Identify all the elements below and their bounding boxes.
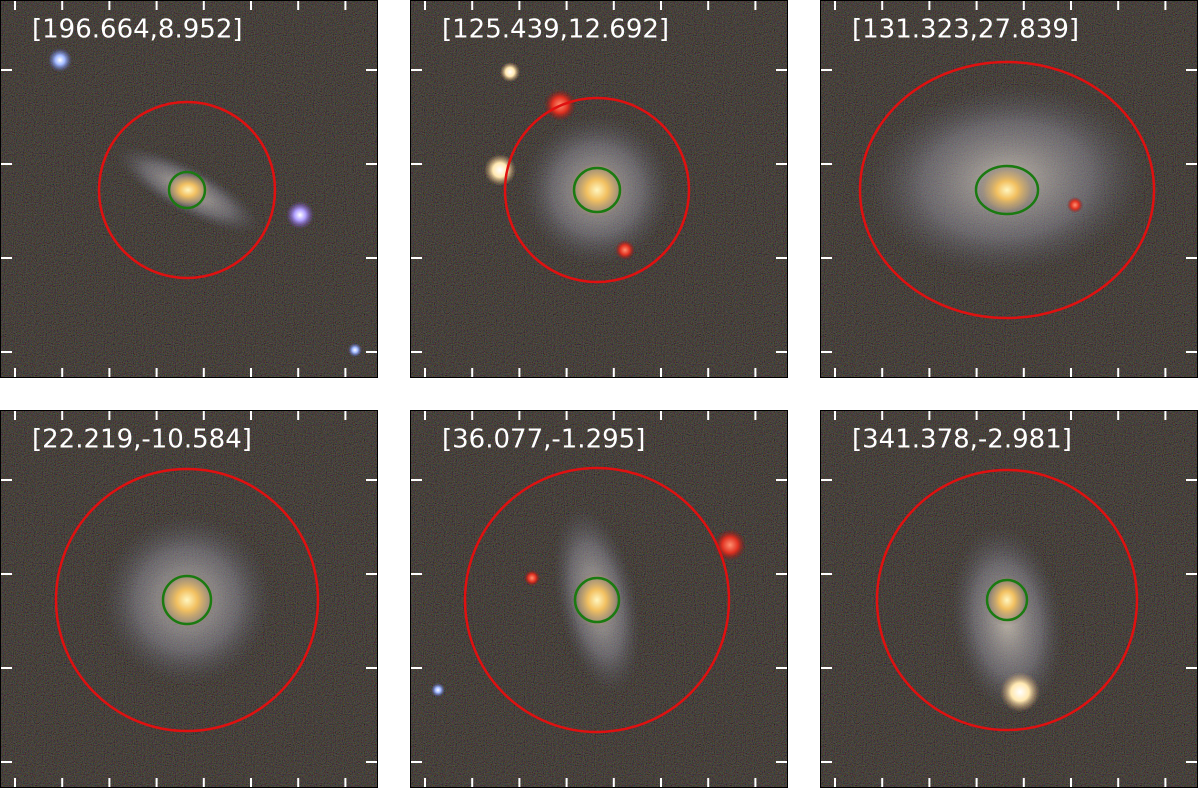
star — [714, 529, 746, 561]
star — [484, 154, 516, 186]
galaxy-panel: [341.378,-2.981] — [820, 410, 1198, 788]
galaxy-core — [977, 164, 1037, 216]
inner-aperture — [167, 170, 207, 210]
galaxy-core — [157, 570, 217, 630]
coordinate-label: [341.378,-2.981] — [852, 425, 1072, 455]
panel-frame — [820, 410, 1198, 788]
outer-aperture — [97, 100, 277, 280]
inner-aperture — [985, 578, 1029, 622]
inner-aperture — [974, 164, 1040, 216]
outer-aperture — [54, 467, 320, 733]
galaxy-core — [985, 574, 1029, 626]
star — [286, 201, 314, 229]
star — [431, 683, 445, 697]
panel-frame — [820, 0, 1198, 378]
star — [1067, 197, 1083, 213]
inner-aperture — [572, 166, 622, 214]
outer-aperture — [463, 466, 731, 734]
star — [500, 62, 520, 82]
star — [348, 343, 362, 357]
panel-frame — [410, 410, 788, 788]
galaxy-core — [164, 172, 212, 208]
coordinate-label: [36.077,-1.295] — [442, 425, 645, 455]
star — [615, 240, 635, 260]
galaxy-panel: [125.439,12.692] — [410, 0, 788, 378]
panel-frame — [410, 0, 788, 378]
panel-frame — [0, 0, 378, 378]
coordinate-label: [125.439,12.692] — [442, 15, 669, 45]
galaxy-panel: [22.219,-10.584] — [0, 410, 378, 788]
star — [48, 48, 72, 72]
galaxy-panel: [131.323,27.839] — [820, 0, 1198, 378]
outer-aperture — [875, 468, 1139, 732]
coordinate-label: [22.219,-10.584] — [32, 425, 252, 455]
star — [524, 570, 540, 586]
galaxy-core — [571, 570, 623, 630]
outer-aperture — [503, 96, 691, 284]
galaxy-core — [567, 160, 627, 220]
star — [1000, 672, 1040, 712]
panel-frame — [0, 410, 378, 788]
coordinate-label: [131.323,27.839] — [852, 15, 1079, 45]
inner-aperture — [161, 574, 213, 626]
outer-aperture — [858, 60, 1156, 320]
inner-aperture — [573, 576, 621, 624]
coordinate-label: [196.664,8.952] — [32, 15, 243, 45]
galaxy-panel: [36.077,-1.295] — [410, 410, 788, 788]
galaxy-panel: [196.664,8.952] — [0, 0, 378, 378]
